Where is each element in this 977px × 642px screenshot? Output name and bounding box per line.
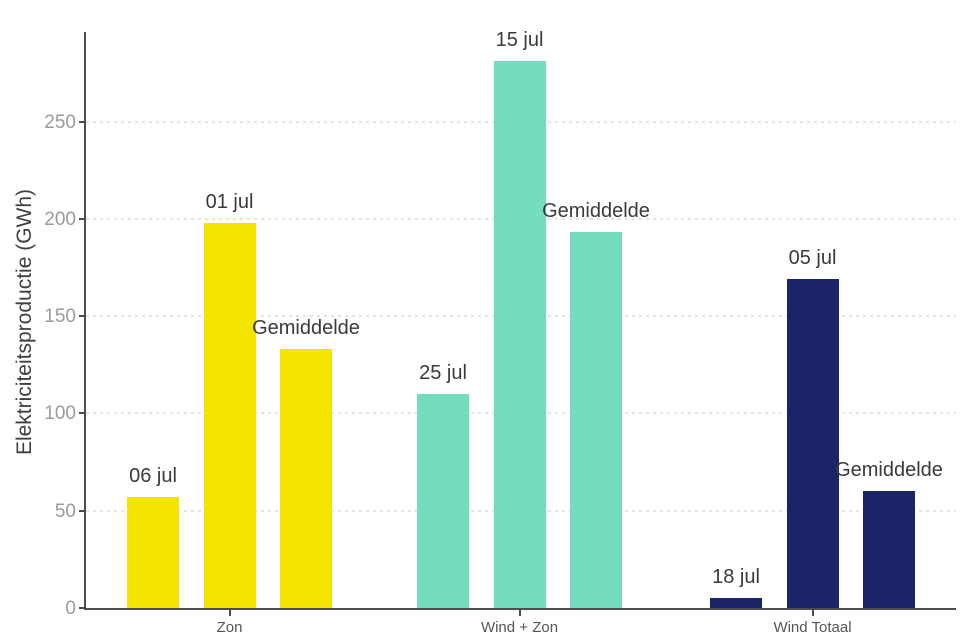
bar-label: 15 jul — [495, 29, 544, 52]
y-tick-mark-50 — [79, 509, 86, 512]
bar-label: Gemiddelde — [542, 200, 650, 223]
y-tick-mark-150 — [79, 315, 86, 318]
bar-wind-totaal-2 — [786, 279, 839, 608]
bar-zon-3 — [280, 349, 332, 608]
bar-label: Gemiddelde — [835, 459, 943, 482]
y-tick-label-250: 250 — [44, 111, 76, 133]
y-tick-label-0: 0 — [65, 598, 76, 619]
category-label: Wind + Zon — [480, 619, 559, 636]
bar-zon-1 — [127, 497, 179, 608]
x-tick-mark-1 — [228, 610, 231, 616]
bar-wind-totaal-1 — [710, 598, 762, 608]
category-label: Wind Totaal — [773, 619, 852, 636]
bar-label: 25 jul — [419, 361, 467, 384]
y-tick-mark-0 — [79, 607, 86, 609]
x-tick-mark-2 — [518, 610, 521, 616]
bar-label: 05 jul — [788, 247, 837, 270]
y-tick-mark-200 — [79, 217, 86, 220]
bar-wind-zon-2 — [493, 61, 546, 608]
category-label: Zon — [216, 619, 243, 636]
y-tick-mark-250 — [79, 120, 86, 123]
y-tick-label-150: 150 — [44, 306, 76, 328]
bar-label: 06 jul — [129, 465, 177, 488]
y-tick-label-50: 50 — [54, 500, 76, 522]
y-tick-label-200: 200 — [44, 208, 76, 230]
bar-zon-2 — [203, 222, 256, 608]
bar-label: 18 jul — [712, 566, 760, 589]
bar-label: 01 jul — [205, 190, 254, 213]
x-tick-mark-3 — [811, 610, 814, 616]
bar-label: Gemiddelde — [252, 317, 360, 340]
x-axis — [84, 608, 956, 610]
bar-wind-totaal-3 — [863, 491, 915, 608]
y-axis — [84, 32, 86, 610]
bar-wind-zon-3 — [570, 232, 622, 608]
bar-wind-zon-1 — [417, 393, 469, 608]
y-tick-mark-100 — [79, 412, 86, 415]
y-tick-label-100: 100 — [44, 403, 76, 425]
